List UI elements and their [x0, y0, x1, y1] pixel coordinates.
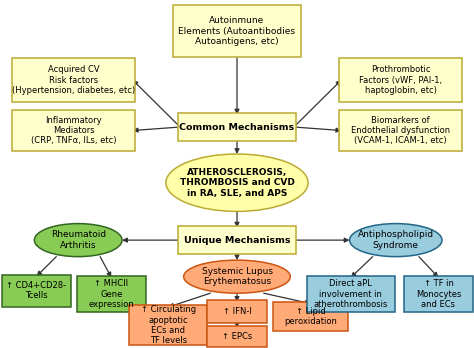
Text: ↑ EPCs: ↑ EPCs: [222, 332, 252, 341]
FancyBboxPatch shape: [307, 276, 394, 313]
Text: Biomarkers of
Endothelial dysfunction
(VCAM-1, ICAM-1, etc): Biomarkers of Endothelial dysfunction (V…: [351, 116, 450, 145]
Ellipse shape: [349, 224, 442, 257]
Text: Common Mechanisms: Common Mechanisms: [180, 122, 294, 132]
Ellipse shape: [166, 154, 308, 212]
FancyBboxPatch shape: [339, 58, 462, 102]
FancyBboxPatch shape: [339, 111, 462, 150]
FancyBboxPatch shape: [207, 300, 266, 323]
Text: Rheumatoid
Arthritis: Rheumatoid Arthritis: [51, 230, 106, 250]
Text: ↑ Lipid
peroxidation: ↑ Lipid peroxidation: [284, 307, 337, 326]
Ellipse shape: [35, 224, 122, 257]
FancyBboxPatch shape: [178, 113, 296, 141]
Text: Acquired CV
Risk factors
(Hypertension, diabetes, etc): Acquired CV Risk factors (Hypertension, …: [12, 65, 135, 95]
FancyBboxPatch shape: [77, 276, 146, 313]
Text: Prothrombotic
Factors (vWF, PAI-1,
haptoglobin, etc): Prothrombotic Factors (vWF, PAI-1, hapto…: [359, 65, 442, 95]
Text: Unique Mechanisms: Unique Mechanisms: [184, 236, 290, 245]
FancyBboxPatch shape: [173, 5, 301, 57]
Text: Systemic Lupus
Erythematosus: Systemic Lupus Erythematosus: [201, 267, 273, 286]
Text: ATHEROSCLEROSIS,
THROMBOSIS and CVD
in RA, SLE, and APS: ATHEROSCLEROSIS, THROMBOSIS and CVD in R…: [180, 168, 294, 198]
FancyBboxPatch shape: [207, 326, 266, 347]
Text: Inflammatory
Mediators
(CRP, TNFα, ILs, etc): Inflammatory Mediators (CRP, TNFα, ILs, …: [31, 116, 116, 145]
FancyBboxPatch shape: [12, 111, 135, 150]
FancyBboxPatch shape: [12, 58, 135, 102]
Ellipse shape: [184, 260, 290, 293]
FancyBboxPatch shape: [129, 306, 207, 345]
Text: ↑ Circulating
apoptotic
ECs and
TF levels: ↑ Circulating apoptotic ECs and TF level…: [141, 305, 196, 346]
Text: ↑ CD4+CD28-
Tcells: ↑ CD4+CD28- Tcells: [7, 281, 66, 300]
FancyBboxPatch shape: [178, 226, 296, 254]
Text: ↑ IFN-I: ↑ IFN-I: [223, 307, 251, 316]
FancyBboxPatch shape: [2, 275, 71, 307]
FancyBboxPatch shape: [404, 276, 473, 313]
Text: ↑ TF in
Monocytes
and ECs: ↑ TF in Monocytes and ECs: [416, 279, 461, 309]
Text: Direct aPL
involvement in
atherothrombosis: Direct aPL involvement in atherothrombos…: [314, 279, 388, 309]
Text: ↑ MHCII
Gene
expression: ↑ MHCII Gene expression: [89, 279, 134, 309]
FancyBboxPatch shape: [273, 302, 348, 331]
Text: Autoinmune
Elements (Autoantibodies
Autoantigens, etc): Autoinmune Elements (Autoantibodies Auto…: [179, 16, 295, 46]
Text: Antiphospholipid
Syndrome: Antiphospholipid Syndrome: [358, 230, 434, 250]
